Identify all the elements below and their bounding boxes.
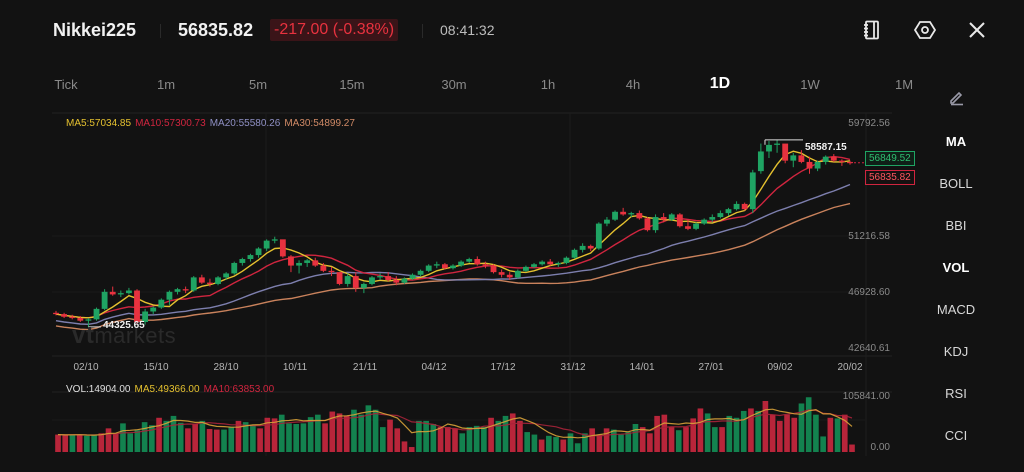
price-axis-label: 59792.56 [848,118,890,129]
indicator-bbi[interactable]: BBI [945,218,967,233]
tab-1m[interactable]: 1m [156,77,176,92]
vol-value: VOL:14904.00 [66,384,131,395]
ma30-value: MA30:54899.27 [284,118,355,129]
date-axis-label: 20/02 [837,362,863,373]
volume-legend: VOL:14904.00 MA5:49366.00 MA10:63853.00 [66,384,278,395]
divider [160,24,161,38]
date-axis-label: 02/10 [73,362,99,373]
date-axis-label: 17/12 [490,362,516,373]
ma-legend: MA5:57034.85 MA10:57300.73 MA20:55580.26 MA… [66,118,359,129]
ma20-value: MA20:55580.26 [209,118,281,129]
last-price-tag-green: 56849.52 [865,151,915,166]
tab-1m[interactable]: 1M [894,77,914,92]
price-axis-label: 51216.58 [848,231,890,242]
date-axis-label: 31/12 [560,362,586,373]
tab-1h[interactable]: 1h [540,77,556,92]
symbol-name: Nikkei225 [53,20,137,40]
last-price: 56835.82 [178,20,254,40]
date-axis-label: 28/10 [213,362,239,373]
indicator-cci[interactable]: CCI [944,428,968,443]
date-axis-label: 27/01 [698,362,724,373]
indicator-kdj[interactable]: KDJ [943,344,969,359]
timeframe-tabs: Tick 1m 5m 15m 30m 1h 4h 1D 1W 1M [0,68,940,102]
header-bar: Nikkei225 56835.82 -217.00 (-0.38%) 08:4… [0,0,1024,62]
tab-tick[interactable]: Tick [54,77,78,92]
date-axis-label: 15/10 [143,362,169,373]
indicator-macd[interactable]: MACD [936,302,976,317]
tab-4h[interactable]: 4h [625,77,641,92]
last-price-tag-red: 56835.82 [865,170,915,185]
divider [422,24,423,38]
ma5-value: MA5:57034.85 [66,118,132,129]
volume-axis-label: 105841.00 [842,391,890,402]
date-axis-label: 10/11 [282,362,308,373]
indicator-ma[interactable]: MA [945,134,967,149]
quote-time: 08:41:32 [440,22,495,38]
ma10-value: MA10:57300.73 [135,118,206,129]
vol-ma5-value: MA5:49366.00 [134,384,200,395]
close-icon[interactable] [965,18,989,42]
volume-axis-label: 0.00 [870,442,890,453]
date-axis-label: 21/11 [352,362,378,373]
price-axis-label: 46928.60 [848,287,890,298]
indicator-vol[interactable]: VOL [942,260,970,275]
date-axis-label: 04/12 [421,362,447,373]
indicator-boll[interactable]: BOLL [939,176,973,191]
tab-1w[interactable]: 1W [800,77,820,92]
vol-ma10-value: MA10:63853.00 [203,384,275,395]
price-axis-label: 42640.61 [848,343,890,354]
tab-30m[interactable]: 30m [441,77,467,92]
tab-1d[interactable]: 1D [709,75,731,92]
low-price-annotation: 44325.65 [103,320,145,331]
pencil-icon[interactable] [948,88,966,106]
date-axis-label: 14/01 [629,362,655,373]
tab-15m[interactable]: 15m [339,77,365,92]
tab-5m[interactable]: 5m [248,77,268,92]
notebook-icon[interactable] [860,18,884,42]
price-change-badge: -217.00 (-0.38%) [270,19,399,41]
high-price-annotation: 58587.15 [805,142,847,153]
watermark-logo: vtmarkets [72,322,177,349]
date-axis-label: 09/02 [767,362,793,373]
indicator-rsi[interactable]: RSI [945,386,967,401]
settings-hex-icon[interactable] [913,18,937,42]
